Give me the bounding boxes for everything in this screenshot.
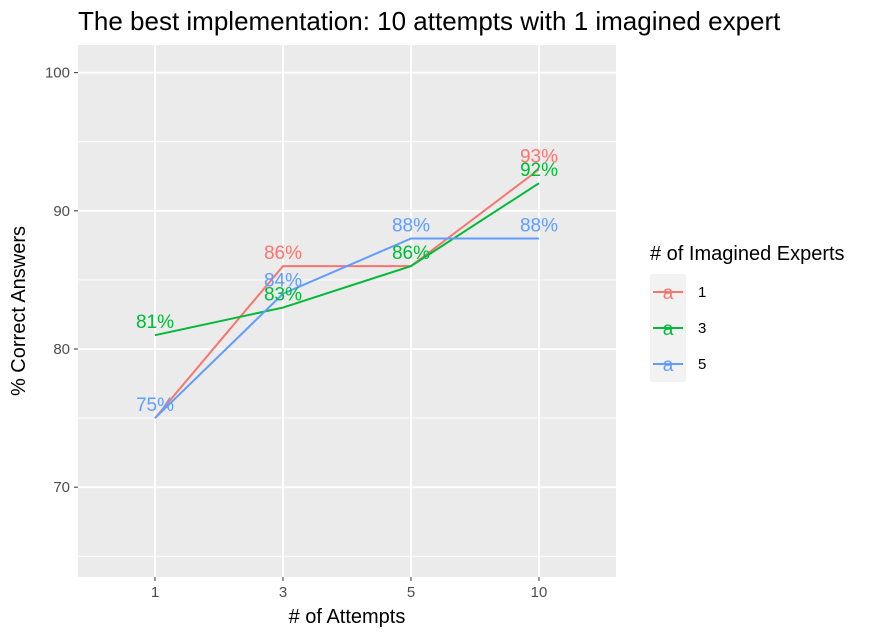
data-label-series-1: 93% (520, 146, 558, 167)
legend-key-glyph: a (663, 283, 674, 304)
series-lines (154, 168, 540, 419)
y-tick-label: 80 (53, 341, 70, 358)
y-tick-label: 90 (53, 203, 70, 220)
legend-label: 1 (698, 284, 706, 301)
legend: # of Imagined Experts a 1 a 3 a 5 (650, 243, 845, 382)
y-axis: 70 80 90 100 (45, 65, 78, 496)
legend-items: a 1 a 3 a 5 (653, 283, 706, 376)
minor-gridlines (78, 141, 616, 557)
data-label-series-3: 81% (136, 312, 174, 333)
x-axis-title: # of Attempts (289, 606, 406, 628)
chart-title: The best implementation: 10 attempts wit… (78, 6, 781, 36)
legend-label: 5 (698, 356, 706, 373)
legend-label: 3 (698, 320, 706, 337)
data-label-series-5: 88% (392, 215, 430, 236)
data-label-series-5: 75% (136, 395, 174, 416)
data-label-series-1: 86% (264, 243, 302, 264)
legend-key-glyph: a (663, 319, 674, 340)
data-label-series-3: 83% (264, 285, 302, 306)
x-tick-label: 10 (531, 584, 548, 601)
data-label-series-3: 92% (520, 160, 558, 181)
y-tick-label: 70 (53, 479, 70, 496)
x-tick-label: 5 (407, 584, 415, 601)
y-axis-title: % Correct Answers (8, 226, 30, 396)
major-gridlines (78, 45, 616, 577)
series-line-5 (154, 237, 539, 419)
series-line-3 (154, 182, 540, 337)
x-tick-label: 3 (279, 584, 287, 601)
data-labels: 86% 93% 81% 83% 86% 92% 75% 84% 88% 88% (136, 146, 558, 416)
x-tick-label: 1 (151, 584, 159, 601)
legend-key-glyph: a (663, 355, 674, 376)
plot-panel (78, 45, 616, 577)
data-label-series-3: 86% (392, 243, 430, 264)
x-axis: 1 3 5 10 (151, 577, 548, 601)
data-label-series-5: 88% (520, 215, 558, 236)
legend-title: # of Imagined Experts (650, 243, 845, 265)
data-label-series-5: 84% (264, 271, 302, 292)
y-tick-label: 100 (45, 65, 70, 82)
